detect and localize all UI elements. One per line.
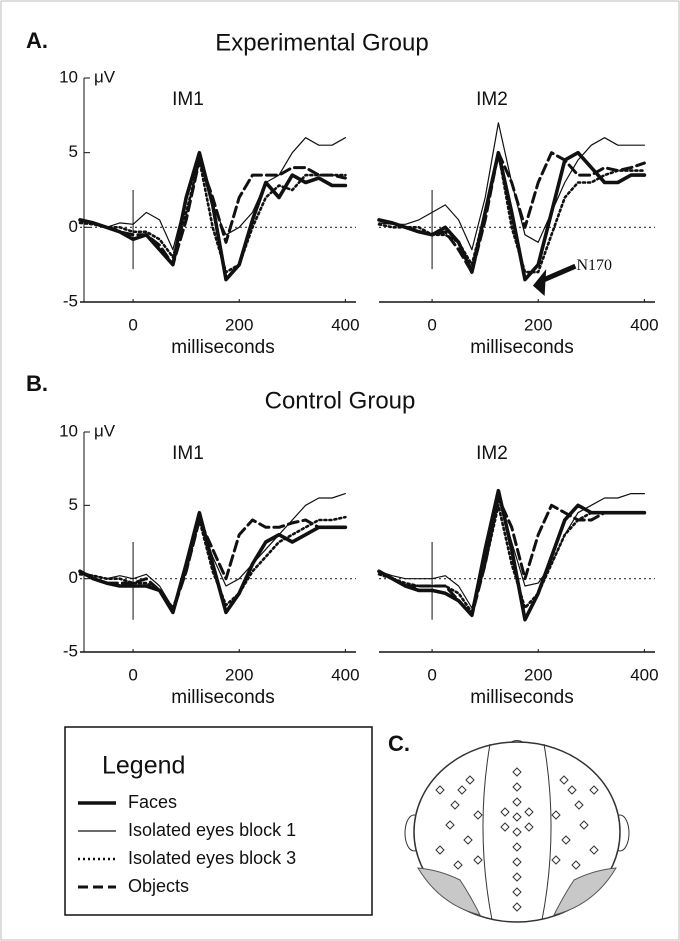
electrode	[551, 855, 561, 865]
annotation: N170	[576, 257, 612, 274]
series-line	[377, 151, 646, 274]
series-line	[78, 518, 347, 613]
legend-label: Isolated eyes block 3	[128, 848, 296, 868]
charts: IM1 -5 0 5 10 μV 0 200 400 milliseconds IM2 0 200 400…	[59, 67, 658, 708]
panel-label: C.	[388, 731, 410, 756]
electrode	[453, 860, 463, 870]
legend-box	[64, 726, 373, 916]
series-line	[78, 515, 347, 610]
series-line	[78, 158, 347, 274]
electrode	[500, 822, 510, 832]
series-line	[79, 493, 346, 609]
chart-title: IM2	[476, 89, 508, 110]
annotation-arrowhead	[532, 269, 547, 297]
electrode	[524, 807, 534, 817]
x-axis-label: milliseconds	[470, 337, 573, 358]
region	[553, 867, 617, 916]
group-title: Experimental Group	[215, 29, 428, 56]
x-tick-label: 200	[225, 665, 253, 684]
electrode	[512, 797, 522, 807]
electrode	[457, 785, 467, 795]
x-tick-label: 0	[128, 665, 137, 684]
legend-label: Faces	[128, 792, 177, 812]
x-tick-label: 400	[331, 315, 359, 334]
divider	[541, 743, 552, 921]
x-tick-label: 400	[630, 665, 658, 684]
group-title: Control Group	[265, 387, 416, 414]
x-tick-label: 0	[427, 665, 436, 684]
electrode	[512, 812, 522, 822]
panel-label: A.	[26, 28, 48, 53]
series-line	[377, 151, 646, 274]
electrode	[551, 810, 561, 820]
x-tick-label: 200	[524, 665, 552, 684]
series-line	[377, 496, 646, 617]
y-axis-label: μV	[94, 67, 116, 86]
electrode	[512, 842, 522, 852]
divider	[482, 743, 493, 921]
x-axis-label: milliseconds	[171, 687, 274, 708]
electrode	[435, 845, 445, 855]
electrode	[445, 820, 455, 830]
electrodes	[435, 767, 599, 912]
panel-label: B.	[26, 371, 48, 396]
series-line	[79, 137, 346, 251]
electrode	[561, 835, 571, 845]
y-tick-label: -5	[63, 291, 78, 310]
series-line	[78, 158, 347, 267]
electrode	[512, 857, 522, 867]
legend: Legend Faces Isolated eyes block 1 Isolate…	[64, 726, 373, 916]
electrode	[512, 902, 522, 912]
electrode	[574, 800, 584, 810]
electrode	[512, 827, 522, 837]
x-tick-label: 200	[524, 315, 552, 334]
y-tick-label: 5	[69, 142, 78, 161]
head-map: C.	[388, 731, 630, 923]
electrode	[512, 782, 522, 792]
annotation-arrow	[539, 263, 577, 284]
series-line	[78, 510, 348, 615]
chart-title: IM1	[172, 443, 204, 464]
x-axis-label: milliseconds	[171, 337, 274, 358]
electrode	[559, 775, 569, 785]
electrode	[450, 800, 460, 810]
y-tick-label: 10	[59, 421, 78, 440]
x-tick-label: 0	[128, 315, 137, 334]
legend-title: Legend	[102, 752, 185, 780]
x-tick-label: 200	[225, 315, 253, 334]
legend-label: Isolated eyes block 1	[128, 820, 296, 840]
x-tick-label: 0	[427, 315, 436, 334]
electrode	[589, 785, 599, 795]
legend-label: Objects	[128, 876, 189, 896]
y-tick-label: 5	[69, 495, 78, 514]
y-tick-label: 0	[69, 568, 78, 587]
electrode	[465, 775, 475, 785]
electrode	[571, 860, 581, 870]
electrode	[512, 767, 522, 777]
y-tick-label: 0	[69, 217, 78, 236]
y-axis-label: μV	[94, 421, 116, 440]
region	[417, 867, 481, 916]
electrode	[463, 835, 473, 845]
series-line	[378, 493, 645, 609]
electrode	[500, 807, 510, 817]
y-tick-label: -5	[63, 641, 78, 660]
electrode	[589, 845, 599, 855]
chart-title: IM1	[172, 89, 204, 110]
electrode	[567, 785, 577, 795]
chart-title: IM2	[476, 443, 508, 464]
electrode	[473, 810, 483, 820]
electrode	[579, 820, 589, 830]
electrode	[512, 872, 522, 882]
x-axis-label: milliseconds	[470, 687, 573, 708]
electrode	[524, 822, 534, 832]
electrode	[435, 785, 445, 795]
electrode	[512, 887, 522, 897]
electrode	[473, 855, 483, 865]
y-tick-label: 10	[59, 67, 78, 86]
x-tick-label: 400	[331, 665, 359, 684]
x-tick-label: 400	[630, 315, 658, 334]
